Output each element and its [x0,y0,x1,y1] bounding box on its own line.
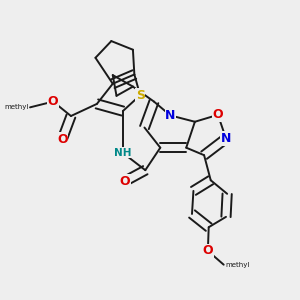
Text: NH: NH [114,148,132,158]
Text: methyl: methyl [4,104,28,110]
Text: N: N [221,132,231,145]
Text: O: O [48,95,58,108]
Text: methyl: methyl [225,262,250,268]
Text: O: O [57,133,68,146]
Text: S: S [136,89,145,102]
Text: N: N [165,109,176,122]
Text: O: O [202,244,213,257]
Text: O: O [120,175,130,188]
Text: O: O [213,108,223,121]
